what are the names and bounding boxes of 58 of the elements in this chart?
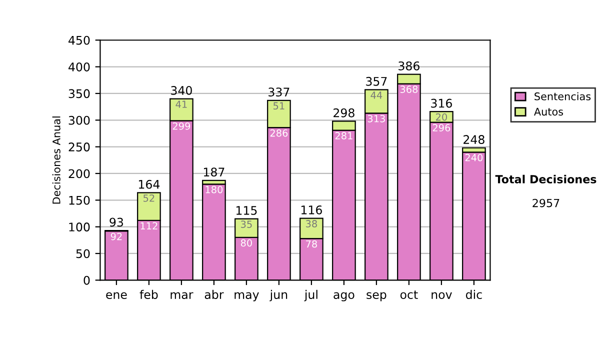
total-label: 93: [110, 218, 124, 227]
y-tick-label: 100: [69, 222, 90, 232]
data-label: 240: [465, 154, 483, 162]
legend-label: Sentencias: [534, 92, 591, 100]
total-label: 164: [138, 180, 160, 189]
total-label: 116: [301, 205, 322, 214]
data-label: 299: [172, 122, 190, 130]
x-tick-label: sep: [366, 292, 386, 302]
data-label: 78: [306, 240, 317, 248]
text: 2957: [532, 198, 560, 208]
x-tick-label: ago: [334, 292, 354, 302]
data-label: 52: [144, 194, 154, 202]
y-tick-label: 400: [68, 62, 90, 72]
total-label: 357: [366, 76, 387, 86]
data-label: 80: [240, 239, 252, 247]
total-label: 316: [431, 98, 452, 108]
x-tick-label: dic: [466, 290, 482, 300]
y-axis-title: Decisiones Anual: [52, 116, 60, 204]
y-tick-label: 150: [69, 196, 90, 205]
data-label: 368: [400, 86, 418, 93]
x-tick-label: nov: [432, 292, 452, 300]
x-tick-label: abr: [204, 290, 224, 300]
x-tick-label: feb: [140, 290, 158, 300]
data-label: 20: [436, 113, 447, 121]
total-label: 337: [268, 88, 290, 97]
y-tick-label: 50: [76, 249, 90, 258]
x-tick-label: mar: [170, 292, 194, 300]
x-tick-label: may: [234, 292, 259, 302]
data-label: 35: [241, 220, 252, 228]
legend-label: Autos: [534, 108, 564, 116]
data-label: 180: [206, 186, 223, 194]
total-label: 340: [171, 86, 192, 95]
x-tick-label: jun: [270, 290, 288, 302]
data-label: 38: [306, 220, 317, 228]
text: Total Decisiones: [495, 174, 596, 184]
data-label: 112: [140, 222, 158, 230]
y-tick-label: 350: [68, 89, 90, 98]
y-tick-label: 450: [68, 36, 90, 45]
x-tick-label: jul: [304, 290, 318, 302]
data-label: 51: [274, 102, 284, 110]
y-tick-label: 200: [68, 169, 90, 178]
data-label: 41: [176, 100, 187, 108]
data-label: 44: [370, 92, 382, 99]
data-label: 92: [110, 232, 122, 240]
total-label: 386: [398, 61, 420, 70]
x-tick-label: ene: [106, 292, 127, 300]
y-tick-label: 300: [68, 116, 90, 125]
total-label: 298: [334, 108, 354, 118]
total-label: 115: [236, 206, 257, 215]
data-label: 296: [432, 124, 450, 132]
y-tick-label: 0: [84, 276, 90, 285]
x-tick-label: oct: [400, 290, 418, 300]
total-label: 248: [464, 135, 484, 144]
data-label: 313: [368, 114, 385, 122]
total-label: 187: [204, 168, 224, 177]
data-label: 286: [270, 129, 288, 137]
y-tick-label: 250: [68, 142, 90, 152]
data-label: 281: [335, 132, 352, 140]
